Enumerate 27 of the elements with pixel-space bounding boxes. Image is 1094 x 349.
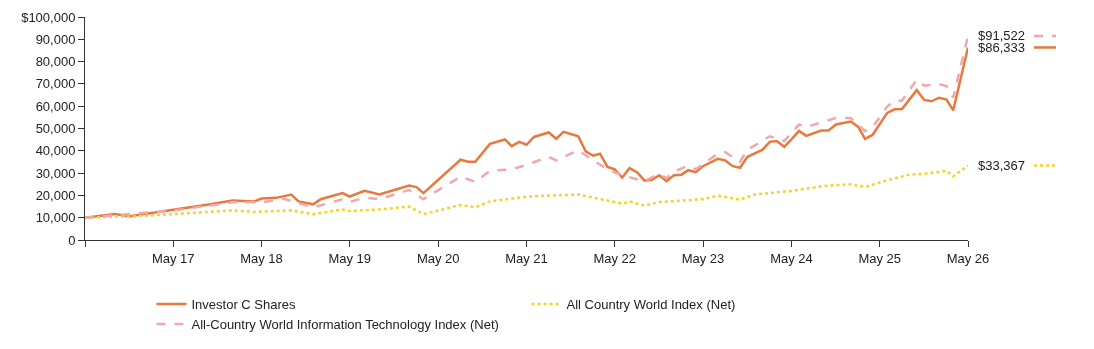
y-tick-label: $100,000 [21, 9, 76, 25]
legend-label: All Country World Index (Net) [566, 297, 736, 313]
x-tick-label: May 18 [240, 250, 283, 266]
legend-label: All-Country World Information Technology Index (Net) [191, 316, 499, 332]
y-tick-label: 10,000 [35, 210, 76, 226]
y-tick-label: 30,000 [35, 165, 76, 181]
y-tick-label: 70,000 [35, 76, 76, 92]
y-tick-label: 90,000 [35, 31, 76, 47]
x-tick-label: May 19 [328, 250, 372, 266]
legend-label: Investor C Shares [191, 297, 297, 313]
annotation: $91,522 [978, 28, 1025, 43]
x-tick-label: May 26 [946, 250, 990, 266]
y-tick-label: 60,000 [35, 98, 76, 114]
y-tick-label: 50,000 [35, 121, 76, 137]
x-tick-label: May 20 [416, 250, 460, 266]
x-tick-label: May 17 [151, 250, 195, 266]
y-tick-label: 0 [68, 232, 76, 248]
x-tick-label: May 23 [681, 250, 725, 266]
y-tick-label: 40,000 [35, 143, 76, 159]
x-tick-label: May 21 [505, 250, 548, 266]
x-tick-label: May 25 [858, 250, 902, 266]
y-tick-label: 80,000 [35, 54, 76, 70]
x-tick-label: May 24 [770, 250, 813, 266]
y-tick-label: 20,000 [35, 187, 76, 203]
x-tick-label: May 22 [593, 250, 637, 266]
annotation: $33,367 [978, 158, 1025, 173]
annotation: $86,333 [978, 40, 1025, 55]
